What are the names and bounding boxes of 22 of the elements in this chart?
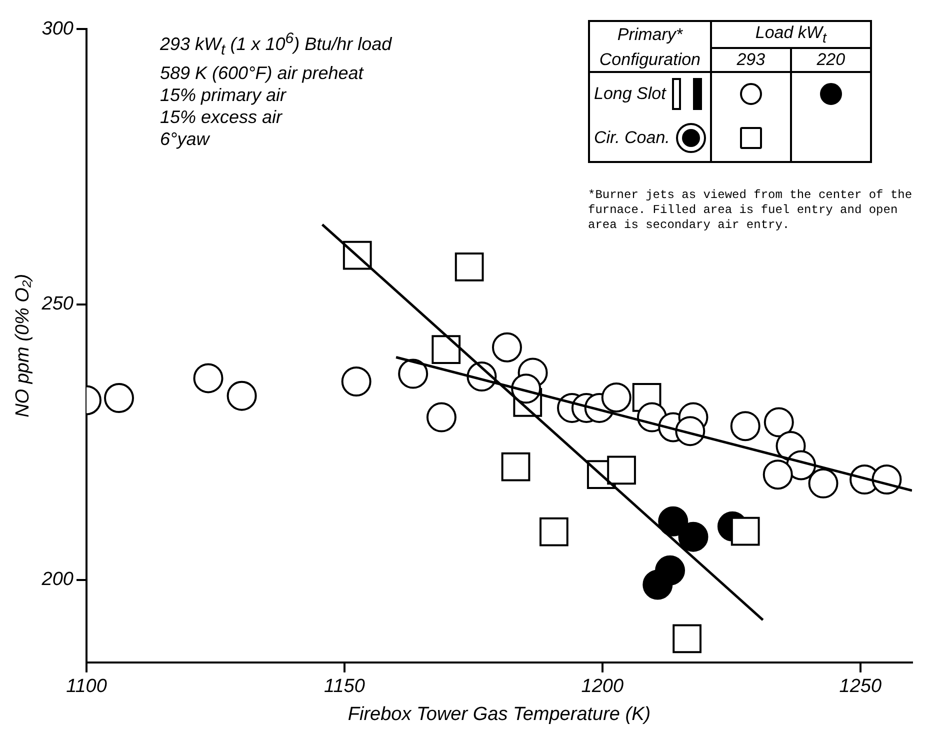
annotation: 220 [816, 50, 846, 70]
y-tick-label: 250 [40, 294, 74, 315]
x-axis-title: Firebox Tower Gas Temperature (K) [348, 704, 651, 725]
annotation: 589 K (600°F) air preheat [160, 62, 364, 83]
annotation: Load kW$_{t}$ [755, 23, 826, 46]
annotation: Cir. Coan. [594, 128, 670, 148]
annotation: Primary* [617, 25, 683, 44]
x-tick-label: 1150 [324, 676, 366, 698]
x-tick-label: 1100 [66, 676, 108, 698]
annotation: 15% primary air [160, 84, 286, 105]
x-tick-label: 1200 [581, 676, 624, 698]
annotation: 293 kW$_{t}$ (1 x 10$^{6}$) Btu/hr load [160, 30, 392, 59]
annotation: 6°yaw [160, 128, 210, 149]
annotation: 15% excess air [160, 106, 282, 127]
x-tick-label: 1250 [839, 676, 882, 698]
annotation: Long Slot [594, 84, 666, 104]
annotation: Configuration [599, 50, 701, 69]
annotation: 293 [736, 50, 766, 70]
y-tick-label: 300 [42, 18, 74, 40]
y-axis-title: NO ppm (0% O₂) [12, 274, 34, 418]
y-tick-label: 200 [40, 569, 74, 590]
annotation: *Burner jets as viewed from the center of the furnace. Filled area is fuel entry and open area is secondary air entry. [588, 188, 912, 232]
